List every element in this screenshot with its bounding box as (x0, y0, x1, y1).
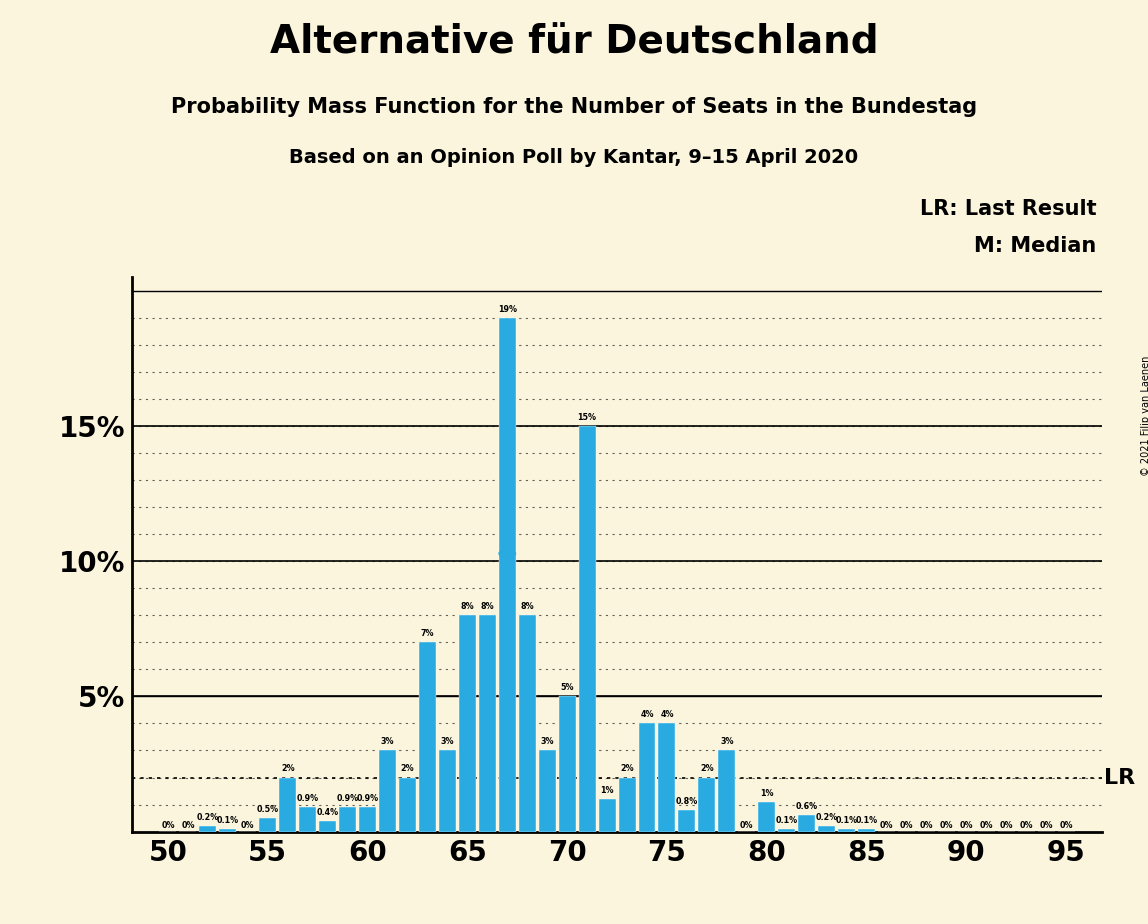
Text: 19%: 19% (498, 305, 517, 314)
Bar (319, 821, 336, 832)
Text: © 2021 Filip van Laenen: © 2021 Filip van Laenen (1141, 356, 1148, 476)
Bar (838, 829, 855, 832)
Bar (498, 318, 515, 832)
Text: 0.4%: 0.4% (317, 808, 339, 817)
Bar (858, 829, 875, 832)
Text: 0%: 0% (1019, 821, 1033, 831)
Text: 2%: 2% (281, 764, 295, 773)
Bar (819, 826, 835, 832)
Text: 2%: 2% (401, 764, 414, 773)
Text: 0%: 0% (181, 821, 195, 831)
Text: 3%: 3% (381, 737, 394, 747)
Bar (439, 750, 456, 832)
Text: 4%: 4% (641, 711, 653, 720)
Text: 5%: 5% (560, 684, 574, 692)
Text: 7%: 7% (420, 629, 434, 638)
Text: 0%: 0% (900, 821, 913, 831)
Bar (259, 818, 277, 832)
Bar (698, 777, 715, 832)
Text: 2%: 2% (620, 764, 634, 773)
Text: 0%: 0% (960, 821, 974, 831)
Text: 0%: 0% (979, 821, 993, 831)
Text: M: Median: M: Median (975, 236, 1096, 256)
Text: 15%: 15% (577, 413, 597, 422)
Bar (419, 642, 436, 832)
Text: LR: LR (1104, 768, 1135, 787)
Bar (200, 826, 216, 832)
Bar (538, 750, 556, 832)
Text: 1%: 1% (760, 789, 774, 797)
Text: 2%: 2% (700, 764, 714, 773)
Bar (359, 808, 377, 832)
Bar (300, 808, 316, 832)
Bar (559, 697, 575, 832)
Text: 0%: 0% (1060, 821, 1073, 831)
Text: 3%: 3% (441, 737, 455, 747)
Text: 0%: 0% (161, 821, 174, 831)
Bar (579, 426, 596, 832)
Text: 0.1%: 0.1% (836, 816, 858, 825)
Bar (519, 615, 536, 832)
Text: 3%: 3% (720, 737, 734, 747)
Bar (400, 777, 416, 832)
Text: 0%: 0% (920, 821, 933, 831)
Bar (719, 750, 736, 832)
Text: Probability Mass Function for the Number of Seats in the Bundestag: Probability Mass Function for the Number… (171, 97, 977, 117)
Text: 0.1%: 0.1% (855, 816, 877, 825)
Text: Based on an Opinion Poll by Kantar, 9–15 April 2020: Based on an Opinion Poll by Kantar, 9–15… (289, 148, 859, 167)
Text: 0.2%: 0.2% (815, 813, 838, 822)
Text: 0.6%: 0.6% (796, 802, 817, 811)
Text: 0.8%: 0.8% (676, 796, 698, 806)
Bar (798, 815, 815, 832)
Bar (219, 829, 236, 832)
Bar (379, 750, 396, 832)
Text: 0.1%: 0.1% (217, 816, 239, 825)
Text: 0.9%: 0.9% (296, 795, 319, 803)
Bar (279, 777, 296, 832)
Text: 8%: 8% (481, 602, 494, 611)
Text: 8%: 8% (520, 602, 534, 611)
Bar (598, 799, 615, 832)
Text: 4%: 4% (660, 711, 674, 720)
Text: 0.9%: 0.9% (357, 795, 379, 803)
Bar (678, 810, 696, 832)
Text: 0%: 0% (241, 821, 255, 831)
Bar (659, 723, 675, 832)
Bar (479, 615, 496, 832)
Text: 0%: 0% (740, 821, 753, 831)
Bar (778, 829, 796, 832)
Text: 0%: 0% (879, 821, 893, 831)
Text: 0.9%: 0.9% (336, 795, 358, 803)
Text: 0%: 0% (1000, 821, 1013, 831)
Text: 0%: 0% (940, 821, 953, 831)
Bar (619, 777, 636, 832)
Bar (459, 615, 475, 832)
Bar (759, 802, 775, 832)
Text: 3%: 3% (541, 737, 554, 747)
Bar (638, 723, 656, 832)
Text: Alternative für Deutschland: Alternative für Deutschland (270, 23, 878, 61)
Text: 8%: 8% (460, 602, 474, 611)
Text: 0%: 0% (1039, 821, 1053, 831)
Text: 0.1%: 0.1% (776, 816, 798, 825)
Text: 0.2%: 0.2% (196, 813, 219, 822)
Text: LR: Last Result: LR: Last Result (920, 199, 1096, 219)
Bar (339, 808, 356, 832)
Text: 0.5%: 0.5% (257, 805, 279, 814)
Text: 1%: 1% (600, 786, 614, 795)
